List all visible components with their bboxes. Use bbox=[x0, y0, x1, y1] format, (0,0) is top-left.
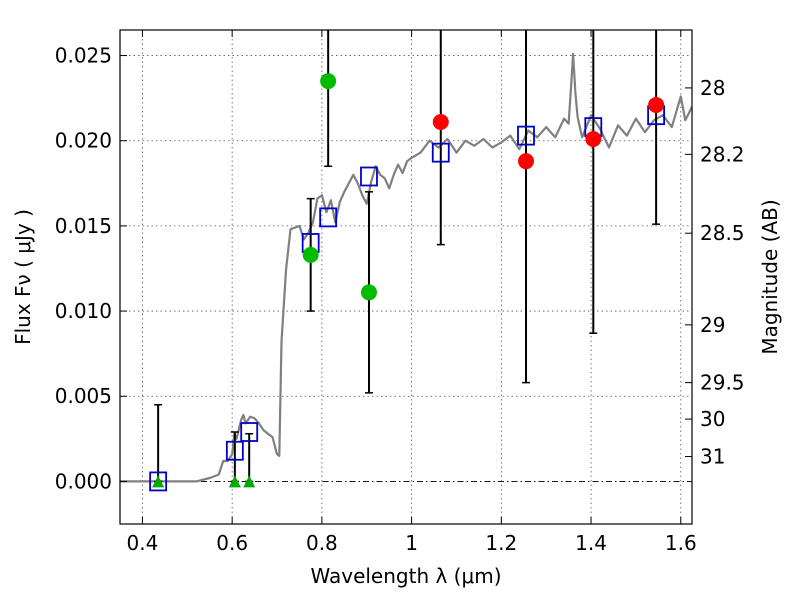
y-tick-label: 0.025 bbox=[55, 44, 112, 68]
marker-layer bbox=[149, 73, 666, 492]
x-tick-label: 0.4 bbox=[127, 531, 159, 555]
upper-limit-triangle bbox=[243, 475, 256, 488]
x-tick-label: 1.4 bbox=[575, 531, 607, 555]
model-square-marker bbox=[360, 166, 378, 187]
plot-frame bbox=[119, 29, 693, 525]
sed-model-line bbox=[120, 52, 692, 483]
right-tick-label: 28.2 bbox=[700, 142, 745, 166]
x-tick-label: 1.6 bbox=[665, 531, 697, 555]
tick-layer bbox=[120, 30, 692, 524]
model-square-marker bbox=[240, 422, 259, 442]
upper-limit-triangle bbox=[228, 475, 241, 488]
y-tick-label: 0.005 bbox=[55, 384, 112, 408]
right-tick-label: 28.5 bbox=[700, 221, 745, 245]
y-tick-label: 0.010 bbox=[55, 299, 112, 323]
y-tick-label: 0.020 bbox=[55, 129, 112, 153]
y-tick-label: 0.000 bbox=[55, 469, 112, 493]
right-tick-label: 29.5 bbox=[700, 371, 745, 395]
tick-label-layer: 0.4 0.6 0.8 1 1.2 1.4 1.6 0.000 0.005 0.010 0.015 0… bbox=[55, 44, 745, 555]
flux-point bbox=[518, 153, 535, 170]
plot-background bbox=[120, 30, 692, 524]
right-axis-title: Magnitude (AB) bbox=[758, 199, 782, 354]
data-layer bbox=[120, 52, 692, 483]
right-tick-label: 30 bbox=[700, 407, 725, 431]
x-tick-label: 0.8 bbox=[306, 531, 338, 555]
model-square-marker bbox=[225, 440, 244, 461]
x-tick-label: 1.2 bbox=[485, 531, 517, 555]
upper-limit-triangle bbox=[152, 475, 165, 488]
right-tick-label: 28 bbox=[700, 76, 725, 100]
flux-point bbox=[648, 96, 665, 113]
x-tick-label: 0.6 bbox=[216, 531, 248, 555]
flux-point bbox=[320, 73, 337, 90]
x-tick-label: 1 bbox=[405, 531, 418, 555]
flux-point bbox=[432, 113, 449, 130]
right-tick-label: 31 bbox=[700, 445, 725, 469]
flux-point bbox=[360, 284, 377, 301]
model-square-marker bbox=[149, 471, 168, 492]
y-axis-title: Flux Fν ( μJy ) bbox=[11, 209, 35, 345]
flux-point bbox=[302, 246, 319, 263]
model-square-marker bbox=[431, 142, 450, 163]
x-axis-title: Wavelength λ (μm) bbox=[310, 564, 501, 588]
model-square-marker bbox=[517, 125, 535, 146]
right-tick-label: 29 bbox=[700, 313, 725, 337]
model-square-marker bbox=[319, 207, 338, 228]
y-tick-label: 0.015 bbox=[55, 214, 112, 238]
flux-point bbox=[585, 131, 602, 148]
